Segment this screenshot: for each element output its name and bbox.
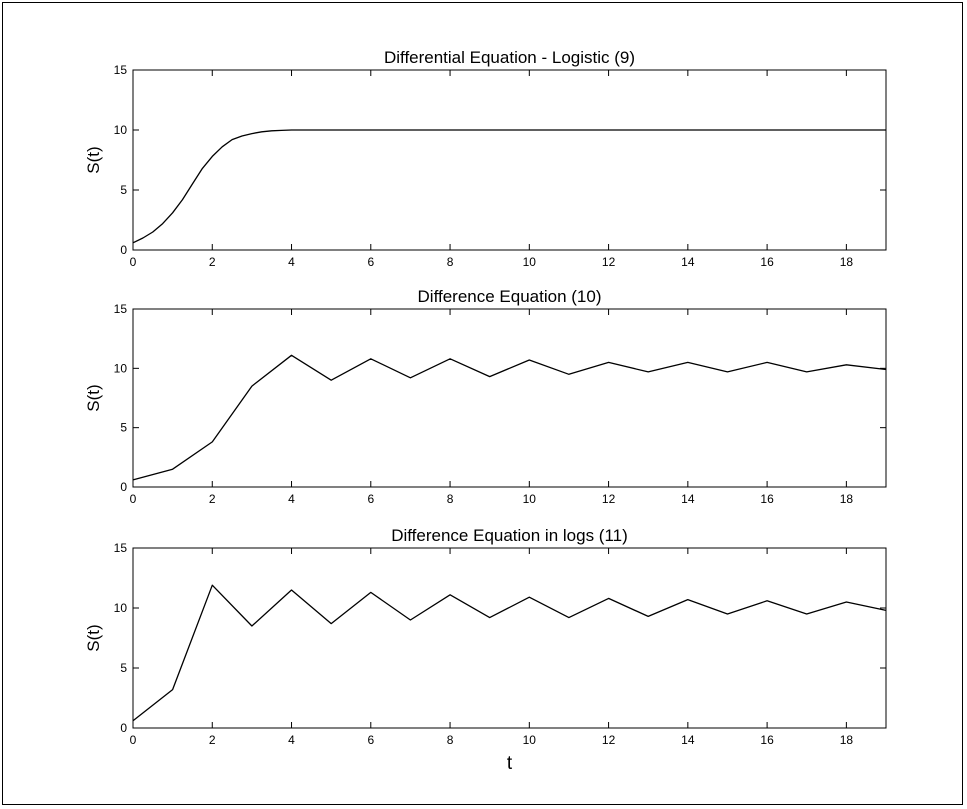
chart-2-x-tick-label: 2	[209, 492, 216, 506]
chart-2-x-tick-label: 8	[447, 492, 454, 506]
chart-1-x-tick-label: 12	[602, 255, 616, 269]
chart-2-y-axis-label: S(t)	[84, 384, 103, 411]
chart-2-series-line	[132, 354, 887, 481]
chart-1-x-tick-label: 18	[840, 255, 854, 269]
chart-3-y-tick-label: 15	[114, 541, 128, 555]
chart-1-x-tick-label: 10	[523, 255, 537, 269]
chart-3-x-axis-label: t	[507, 753, 513, 774]
chart-2-x-tick-label: 4	[288, 492, 295, 506]
chart-1-y-axis-label: S(t)	[84, 146, 103, 173]
chart-3-x-tick-label: 0	[130, 733, 137, 747]
chart-3-x-tick-label: 12	[602, 733, 616, 747]
chart-2-title: Difference Equation (10)	[418, 287, 602, 306]
chart-2-y-tick-label: 10	[114, 361, 128, 375]
chart-3-series-line	[132, 584, 887, 722]
chart-3-y-tick-label: 10	[114, 601, 128, 615]
chart-2-x-tick-label: 10	[523, 492, 537, 506]
chart-2-y-tick-label: 15	[114, 302, 128, 316]
chart-1-x-tick-label: 0	[130, 255, 137, 269]
chart-3-title: Difference Equation in logs (11)	[391, 526, 628, 545]
chart-1-x-tick-label: 14	[681, 255, 695, 269]
chart-2-x-tick-label: 14	[681, 492, 695, 506]
chart-1-x-tick-label: 16	[760, 255, 774, 269]
chart-2-x-tick-label: 16	[760, 492, 774, 506]
chart-3-x-tick-label: 10	[523, 733, 537, 747]
chart-2-axes-box	[132, 308, 887, 488]
chart-2-x-tick-label: 12	[602, 492, 616, 506]
chart-3-x-tick-label: 2	[209, 733, 216, 747]
chart-2-x-tick-label: 6	[367, 492, 374, 506]
chart-3-x-tick-label: 16	[760, 733, 774, 747]
chart-3-x-tick-label: 14	[681, 733, 695, 747]
chart-1-y-tick-label: 15	[114, 63, 128, 77]
chart-2-y-tick-label: 5	[120, 421, 127, 435]
chart-3-x-tick-label: 4	[288, 733, 295, 747]
chart-1-y-tick-label: 10	[114, 123, 128, 137]
chart-3-y-axis-label: S(t)	[84, 624, 103, 651]
chart-1-y-tick-label: 5	[120, 183, 127, 197]
chart-3-x-tick-label: 8	[447, 733, 454, 747]
chart-1-x-tick-label: 4	[288, 255, 295, 269]
chart-1-x-tick-label: 6	[367, 255, 374, 269]
chart-3-y-tick-label: 0	[120, 721, 127, 735]
chart-2-y-tick-label: 0	[120, 480, 127, 494]
chart-3-x-tick-label: 18	[840, 733, 854, 747]
chart-canvas: Differential Equation - Logistic (9) 0 2 4 6…	[84, 48, 887, 774]
chart-1-x-tick-label: 2	[209, 255, 216, 269]
chart-2-x-tick-label: 0	[130, 492, 137, 506]
chart-1-x-tick-label: 8	[447, 255, 454, 269]
chart-1-y-tick-label: 0	[120, 243, 127, 257]
chart-3-y-tick-label: 5	[120, 661, 127, 675]
chart-3-axes-box	[132, 547, 887, 729]
chart-1-axes-box	[132, 69, 887, 251]
chart-3-x-tick-label: 6	[367, 733, 374, 747]
chart-1-title: Differential Equation - Logistic (9)	[384, 48, 635, 67]
chart-2-x-tick-label: 18	[840, 492, 854, 506]
chart-1-series-line	[132, 129, 886, 244]
